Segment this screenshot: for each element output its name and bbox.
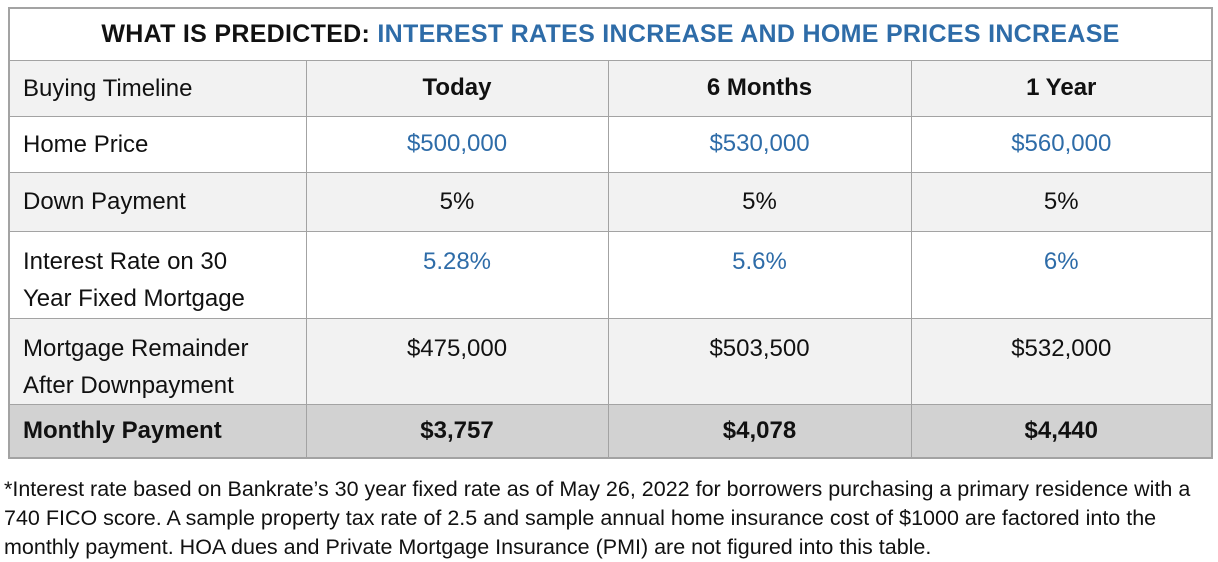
header-1-year: 1 Year [910,59,1213,117]
table-title-row: WHAT IS PREDICTED: INTEREST RATES INCREA… [8,7,1213,61]
down-payment-1-year: 5% [910,171,1213,232]
table-row-monthly-payment: Monthly Payment $3,757 $4,078 $4,440 [8,403,1213,459]
table-row-down-payment: Down Payment 5% 5% 5% [8,171,1213,232]
header-6-months: 6 Months [607,59,912,117]
table-row-home-price: Home Price $500,000 $530,000 $560,000 [8,115,1213,173]
home-price-today: $500,000 [305,115,609,173]
header-today: Today [305,59,609,117]
row-label-interest-rate: Interest Rate on 30 Year Fixed Mortgage [8,230,307,319]
interest-rate-6-months: 5.6% [607,230,912,319]
row-label-down-payment: Down Payment [8,171,307,232]
title-prefix: WHAT IS PREDICTED: [101,19,378,48]
table-row-interest-rate: Interest Rate on 30 Year Fixed Mortgage … [8,230,1213,319]
home-price-1-year: $560,000 [910,115,1213,173]
title-highlight: INTEREST RATES INCREASE AND HOME PRICES … [377,19,1120,48]
monthly-payment-6-months: $4,078 [607,403,912,459]
footnote-text: *Interest rate based on Bankrate’s 30 ye… [4,477,1191,559]
down-payment-today: 5% [305,171,609,232]
interest-rate-today: 5.28% [305,230,609,319]
down-payment-6-months: 5% [607,171,912,232]
table-row-mortgage-remainder: Mortgage Remainder After Downpayment $47… [8,317,1213,405]
mortgage-remainder-today: $475,000 [305,317,609,405]
row-label-monthly-payment: Monthly Payment [8,403,307,459]
header-buying-timeline: Buying Timeline [8,59,307,117]
prediction-table: WHAT IS PREDICTED: INTEREST RATES INCREA… [8,7,1214,459]
interest-rate-1-year: 6% [910,230,1213,319]
row-label-mortgage-remainder: Mortgage Remainder After Downpayment [8,317,307,405]
row-label-home-price: Home Price [8,115,307,173]
column-header-row: Buying Timeline Today 6 Months 1 Year [8,59,1213,117]
mortgage-remainder-1-year: $532,000 [910,317,1213,405]
mortgage-remainder-6-months: $503,500 [607,317,912,405]
monthly-payment-today: $3,757 [305,403,609,459]
monthly-payment-1-year: $4,440 [910,403,1213,459]
page-title: WHAT IS PREDICTED: INTEREST RATES INCREA… [8,7,1213,61]
home-price-6-months: $530,000 [607,115,912,173]
